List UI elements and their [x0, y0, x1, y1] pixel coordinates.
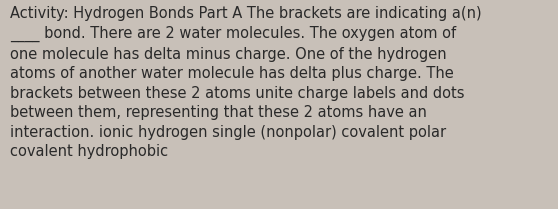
Text: Activity: Hydrogen Bonds Part A The brackets are indicating a(n)
____ bond. Ther: Activity: Hydrogen Bonds Part A The brac… — [10, 6, 482, 159]
